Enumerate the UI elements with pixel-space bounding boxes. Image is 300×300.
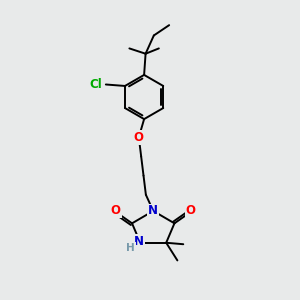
Text: O: O (186, 204, 196, 217)
Text: O: O (134, 131, 144, 144)
Text: H: H (127, 243, 135, 253)
Text: N: N (134, 236, 144, 248)
Text: N: N (148, 205, 158, 218)
Text: Cl: Cl (90, 78, 102, 91)
Text: O: O (111, 204, 121, 217)
